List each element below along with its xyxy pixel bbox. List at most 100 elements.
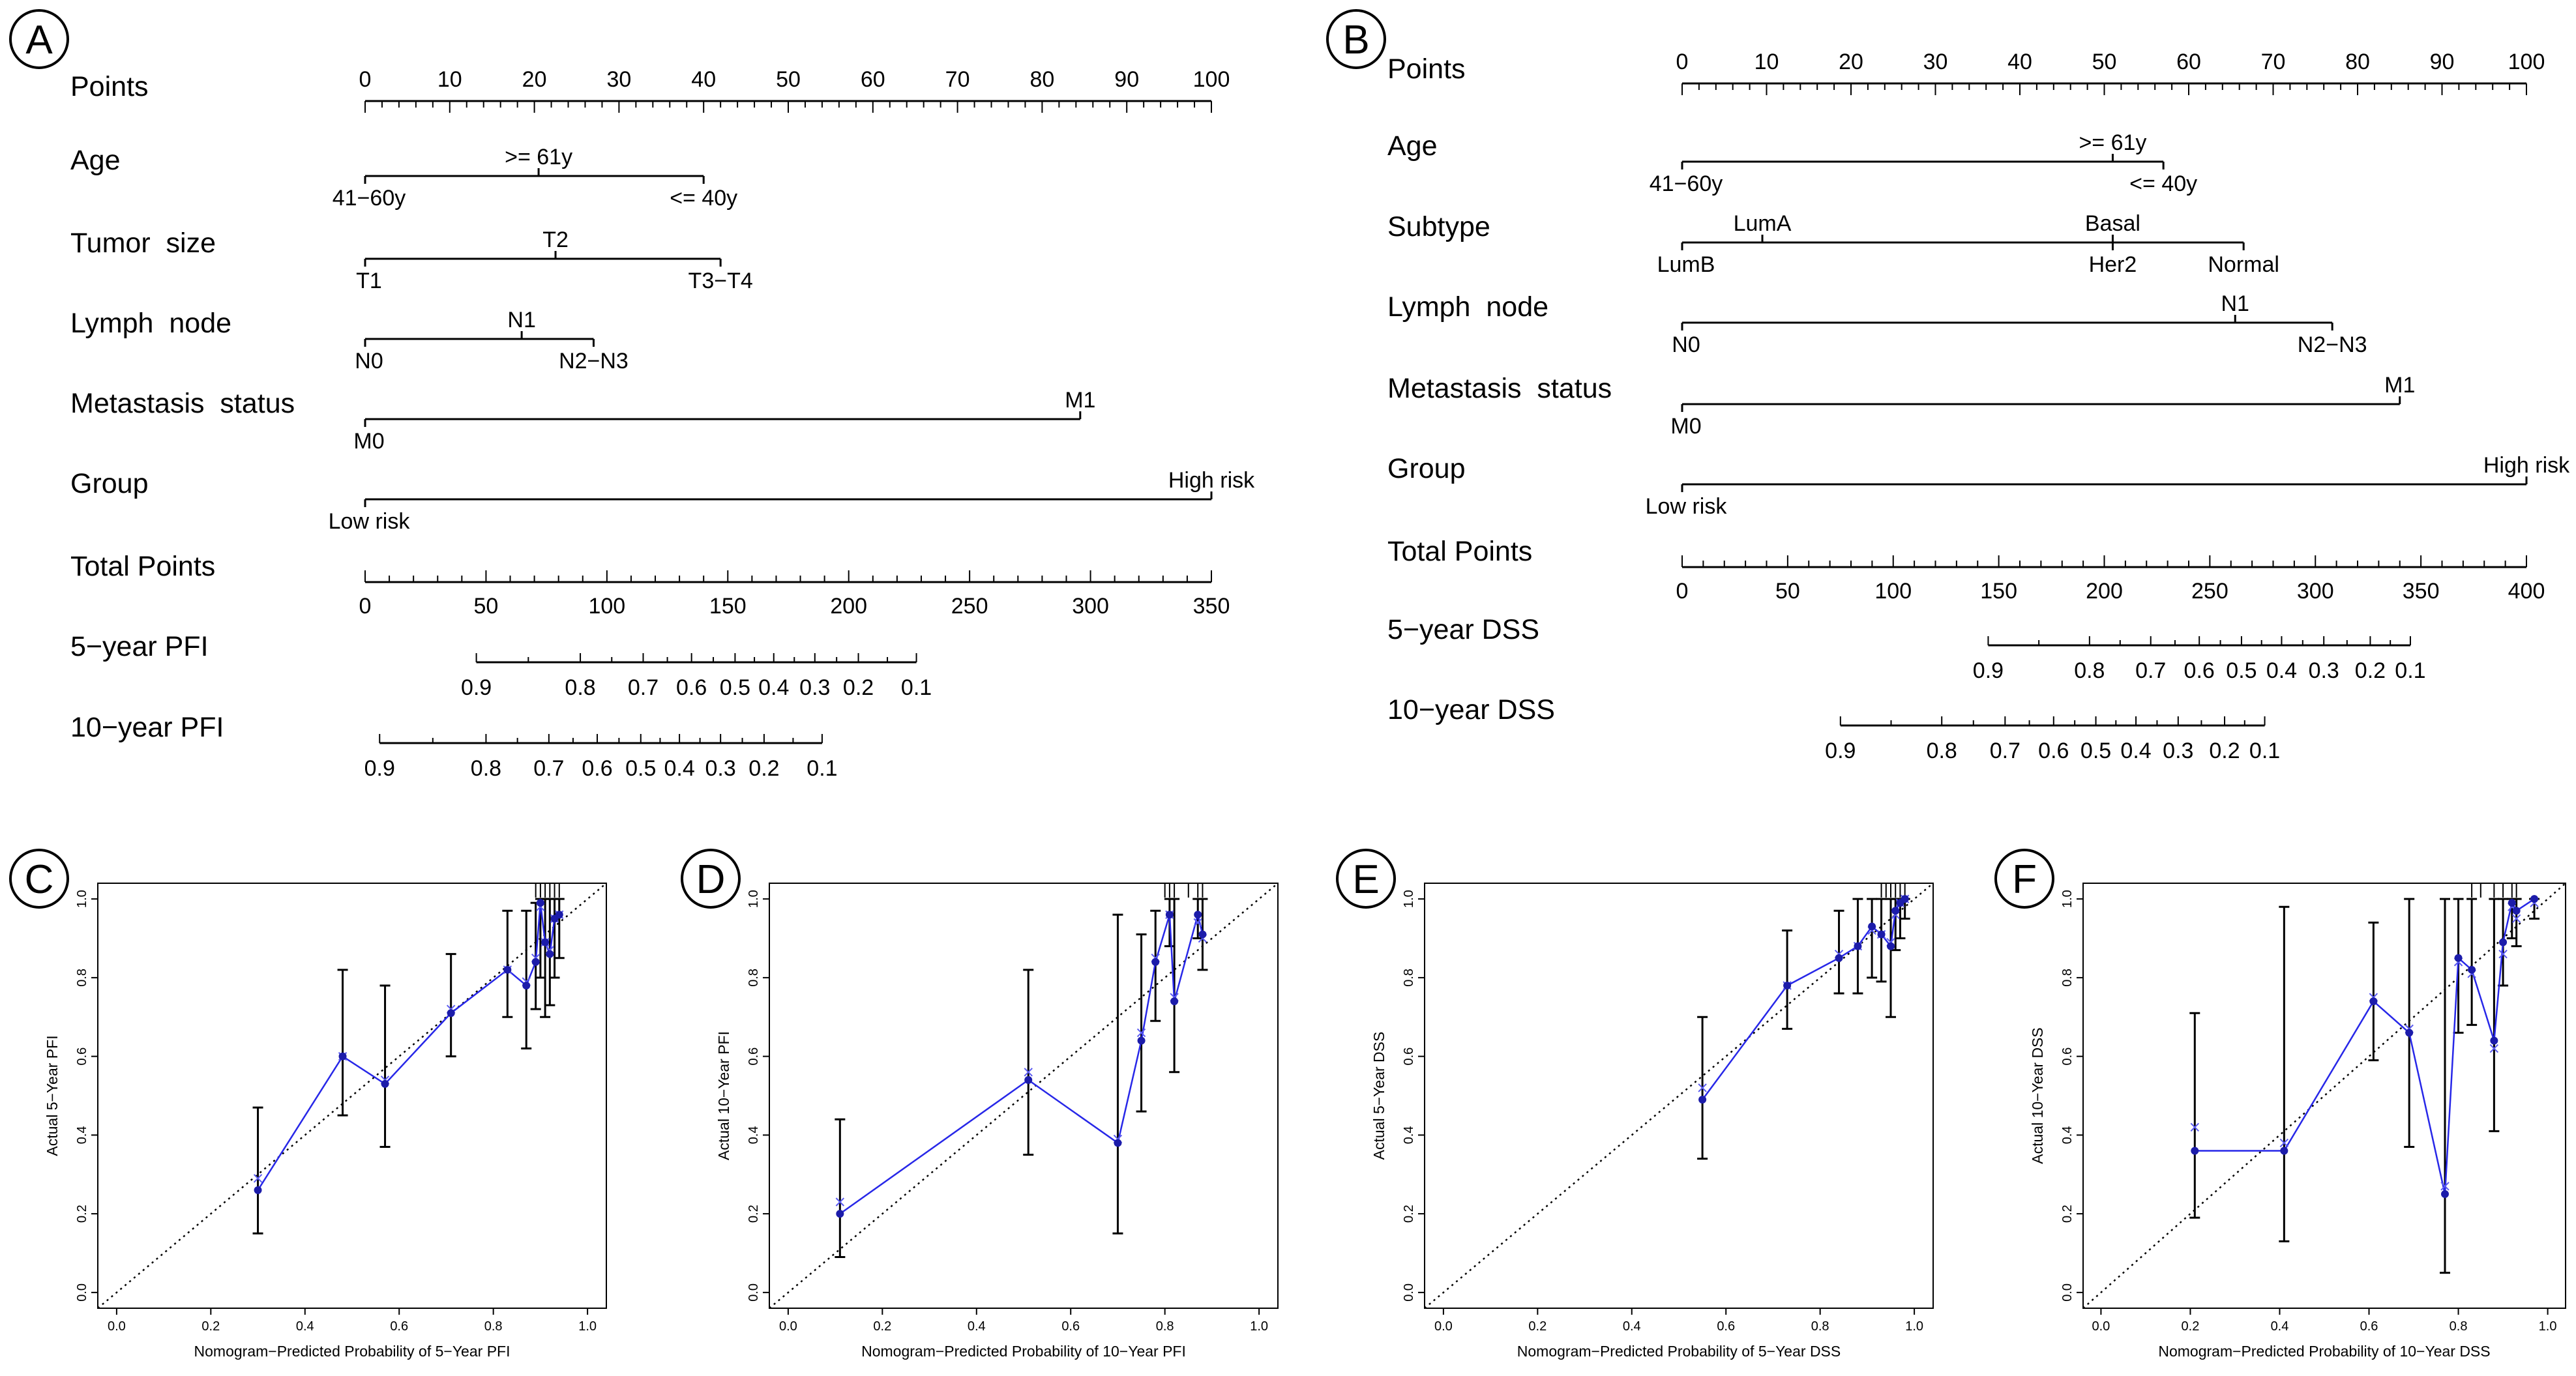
bias-corrected-marker: [2440, 1182, 2450, 1191]
outcome-tick-label: 0.9: [1825, 739, 1856, 763]
outcome-tick-label: 0.6: [2184, 658, 2215, 683]
panel-letter-label: F: [2012, 857, 2037, 902]
outcome-tick-label: 0.6: [2038, 739, 2069, 763]
bias-corrected-marker: [1698, 1083, 1707, 1092]
x-tick-label: 0.6: [2360, 1319, 2378, 1334]
level-label: LumA: [1734, 211, 1792, 236]
outcome-tick-label: 0.7: [1990, 739, 2021, 763]
level-label: M1: [1065, 388, 1095, 413]
outcome-tick-label: 0.2: [843, 675, 874, 700]
variable-label: Age: [1387, 130, 1438, 162]
panel-letter-circle: [1326, 9, 1386, 69]
variable-label: Lymph node: [1387, 291, 1548, 323]
observed-point: [1891, 907, 1900, 915]
x-tick-label: 0.4: [2271, 1319, 2289, 1334]
outcome-tick-label: 0.2: [2209, 739, 2240, 763]
bias-corrected-marker: [2279, 1138, 2289, 1148]
total-points-tick-label: 0: [1676, 579, 1689, 604]
bias-corrected-marker: [2511, 914, 2521, 924]
level-label: <= 40y: [2129, 171, 2197, 196]
observed-point: [2512, 907, 2521, 915]
x-tick-label: 0.8: [484, 1319, 503, 1334]
y-axis-label: Actual 10−Year PFI: [715, 1031, 732, 1160]
level-label: T1: [356, 269, 382, 293]
points-tick-label: 60: [861, 67, 885, 92]
outcome-tick-label: 0.9: [1973, 658, 2004, 683]
y-axis-label: Actual 5−Year PFI: [44, 1035, 61, 1156]
points-tick-label: 0: [1676, 50, 1689, 74]
points-tick-label: 100: [2508, 50, 2545, 74]
x-axis-label: Nomogram−Predicted Probability of 10−Yea…: [861, 1343, 1186, 1360]
y-tick-label: 0.0: [2060, 1283, 2075, 1302]
observed-point: [1698, 1096, 1707, 1104]
plot-box: [97, 883, 607, 1309]
ideal-diagonal-line: [769, 883, 1279, 1309]
x-tick-label: 0.6: [1717, 1319, 1735, 1334]
bias-corrected-marker: [1024, 1068, 1033, 1077]
points-row-label: Points: [70, 71, 149, 102]
points-tick-label: 100: [1193, 67, 1230, 92]
variable-label: Group: [70, 468, 149, 499]
ideal-diagonal-line: [2082, 883, 2566, 1309]
y-tick-label: 0.4: [747, 1126, 761, 1144]
total-points-tick-label: 350: [2403, 579, 2440, 604]
level-label: Her2: [2089, 252, 2137, 277]
outcome-tick-label: 0.9: [364, 756, 395, 781]
total-points-tick-label: 200: [830, 594, 867, 619]
observed-point: [2490, 1036, 2498, 1045]
panel-f-calibration-10y-dss: F 0.0 0.2 0.4 0.6 0.8 1.0 0.0 0.2 0.4 0.6 0.8 1.0 Nom…: [1994, 849, 2566, 1360]
x-tick-label: 0.8: [1811, 1319, 1829, 1334]
y-tick-label: 0.8: [747, 969, 761, 987]
points-tick-label: 30: [606, 67, 631, 92]
y-tick-label: 0.6: [747, 1047, 761, 1066]
outcome-tick-label: 0.3: [799, 675, 830, 700]
outcome-tick-label: 0.4: [664, 756, 694, 781]
total-points-tick-label: 300: [1072, 594, 1109, 619]
x-axis-label: Nomogram−Predicted Probability of 5−Year…: [1517, 1343, 1841, 1360]
variable-label: Lymph node: [70, 308, 231, 339]
y-axis-label: Actual 5−Year DSS: [1370, 1032, 1387, 1160]
variable-label: Metastasis status: [70, 388, 295, 419]
outcome-tick-label: 0.5: [720, 675, 750, 700]
level-label: >= 61y: [505, 145, 572, 169]
x-tick-label: 1.0: [578, 1319, 597, 1334]
outcome-tick-label: 0.3: [2309, 658, 2339, 683]
bias-corrected-marker: [835, 1197, 845, 1207]
total-points-tick-label: 150: [709, 594, 747, 619]
y-axis-label: Actual 10−Year DSS: [2029, 1027, 2046, 1164]
y-tick-label: 1.0: [75, 890, 89, 908]
total-points-tick-label: 200: [2086, 579, 2123, 604]
observed-point: [522, 981, 531, 989]
observed-point: [2454, 954, 2463, 962]
level-label: M0: [1670, 414, 1701, 439]
observed-point: [2499, 938, 2508, 946]
observed-point: [1165, 911, 1174, 919]
panel-letter-label: E: [1352, 857, 1379, 902]
observed-point: [447, 1009, 455, 1017]
observed-point: [381, 1079, 389, 1088]
observed-point: [546, 950, 554, 958]
y-tick-label: 1.0: [1402, 890, 1416, 908]
points-tick-label: 70: [945, 67, 970, 92]
y-tick-label: 0.2: [747, 1205, 761, 1223]
observed-point: [1868, 922, 1876, 931]
level-label: High risk: [1168, 468, 1255, 493]
points-tick-label: 30: [1923, 50, 1948, 74]
panel-c-calibration-5y-pfi: C 0.0 0.2 0.4 0.6 0.8 1.0 0.0 0.2 0.4 0.6 0.8 1.0 Nom…: [9, 849, 607, 1360]
points-tick-label: 20: [522, 67, 547, 92]
x-tick-label: 1.0: [1250, 1319, 1268, 1334]
observed-point: [2530, 895, 2539, 903]
observed-point: [1901, 895, 1909, 903]
outcome-tick-label: 0.7: [2135, 658, 2166, 683]
points-row-label: Points: [1387, 53, 1466, 85]
points-tick-label: 50: [2092, 50, 2117, 74]
y-tick-label: 0.2: [1402, 1205, 1416, 1223]
level-label: M0: [353, 429, 384, 454]
variable-label: Metastasis status: [1387, 373, 1612, 404]
x-axis-label: Nomogram−Predicted Probability of 5−Year…: [194, 1343, 511, 1360]
y-tick-label: 0.0: [75, 1283, 89, 1302]
total-points-tick-label: 50: [1775, 579, 1800, 604]
total-points-tick-label: 350: [1193, 594, 1230, 619]
plot-box: [1424, 883, 1934, 1309]
y-tick-label: 0.2: [2060, 1205, 2075, 1223]
